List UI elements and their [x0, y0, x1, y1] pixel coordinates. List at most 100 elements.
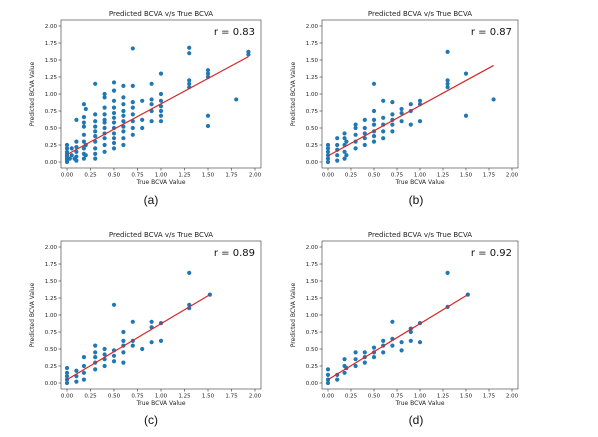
chart-title: Predicted BCVA v/s True BCVA [368, 10, 472, 18]
scatter-point [81, 102, 87, 107]
scatter-point [93, 367, 98, 372]
scatter-point [399, 106, 404, 112]
scatter-point [130, 83, 135, 88]
scatter-point [111, 88, 117, 93]
regression-line [327, 64, 494, 157]
chart-title: Predicted BCVA v/s True BCVA [109, 231, 213, 239]
scatter-point [102, 95, 107, 100]
correlation-annotation: r = 0.83 [214, 27, 255, 38]
scatter-point [205, 68, 211, 73]
scatter-point [64, 149, 70, 154]
x-axis-label: True BCVA Value [394, 400, 444, 407]
scatter-point [399, 340, 404, 345]
scatter-point [81, 377, 87, 382]
y-tick-label: 0.00 [306, 160, 319, 166]
correlation-annotation: r = 0.89 [214, 248, 255, 259]
scatter-point [121, 338, 126, 343]
y-tick-label: 1.50 [45, 58, 58, 64]
scatter-point [149, 319, 154, 324]
scatter-point [445, 78, 450, 83]
x-tick-label: 0.25 [84, 173, 97, 179]
scatter-point [381, 338, 386, 343]
scatter-point [205, 71, 211, 76]
scatter-point [187, 78, 192, 83]
y-tick-label: 0.25 [306, 143, 319, 149]
x-tick-label: 1.00 [155, 394, 168, 400]
scatter-point [149, 81, 154, 86]
scatter-point [335, 377, 340, 382]
scatter-point [83, 106, 88, 112]
scatter-point [234, 97, 239, 102]
scatter-point [93, 151, 98, 156]
scatter-point [111, 115, 117, 120]
y-tick-label: 0.50 [306, 126, 319, 132]
scatter-point [381, 136, 386, 141]
regression-line [66, 294, 211, 381]
scatter-point [381, 350, 386, 355]
scatter-point [111, 105, 117, 110]
scatter-point [390, 129, 395, 134]
scatter-point [335, 142, 340, 148]
panel-caption: (b) [409, 193, 424, 207]
scatter-point [81, 363, 87, 369]
scatter-point [445, 49, 450, 54]
y-tick-label: 0.75 [45, 109, 58, 115]
scatter-point [371, 122, 377, 127]
scatter-point [121, 350, 126, 355]
scatter-point [74, 158, 79, 163]
scatter-point [111, 140, 117, 146]
scatter-point [246, 49, 251, 54]
x-axis-label: True BCVA Value [135, 179, 185, 186]
scatter-point [325, 156, 331, 161]
scatter-point [74, 154, 79, 159]
scatter-point [81, 132, 87, 137]
scatter-point [325, 372, 331, 377]
y-tick-label: 1.25 [306, 296, 319, 302]
scatter-point [81, 124, 87, 129]
scatter-point [102, 117, 107, 122]
scatter-point [64, 142, 70, 148]
scatter-point [158, 104, 164, 109]
y-tick-label: 2.00 [45, 245, 58, 251]
x-tick-label: 1.75 [483, 394, 496, 400]
scatter-point [130, 319, 135, 324]
scatter-point [102, 91, 107, 97]
scatter-point [158, 91, 164, 97]
y-tick-label: 2.00 [306, 24, 319, 30]
x-tick-label: 1.00 [414, 394, 427, 400]
scatter-point [130, 105, 135, 110]
scatter-point [102, 142, 107, 148]
scatter-point [187, 81, 192, 86]
x-tick-label: 0.25 [345, 173, 358, 179]
scatter-point [74, 144, 79, 150]
x-tick-label: 1.50 [202, 173, 215, 179]
chart-panel-2: Predicted BCVA v/s True BCVA 0.00 0.25 0.50… [290, 10, 519, 207]
scatter-point [342, 370, 347, 375]
y-tick-label: 2.00 [45, 24, 58, 30]
regression-line [327, 294, 469, 381]
y-tick-label: 2.00 [306, 245, 319, 251]
chart-panel-1: Predicted BCVA v/s True BCVA 0.00 0.25 0.50… [29, 10, 262, 207]
scatter-point [325, 146, 331, 151]
y-tick-label: 1.25 [306, 75, 319, 81]
scatter-point [353, 146, 358, 151]
scatter-point [121, 329, 126, 335]
scatter-point [353, 357, 358, 362]
scatter-point [93, 343, 98, 348]
x-tick-label: 0.00 [61, 173, 74, 179]
scatter-point [121, 102, 126, 107]
x-tick-label: 0.75 [391, 394, 404, 400]
x-axis-label: True BCVA Value [135, 400, 185, 407]
x-tick-label: 2.00 [249, 394, 262, 400]
scatter-point [344, 153, 349, 158]
panel-caption: (c) [144, 413, 158, 427]
scatter-point [408, 102, 413, 107]
scatter-point [69, 153, 74, 158]
scatter-point [121, 142, 126, 148]
scatter-point [121, 360, 126, 365]
scatter-point [371, 108, 377, 114]
scatter-point [140, 346, 145, 352]
scatter-point [381, 129, 386, 134]
scatter-point [102, 112, 107, 117]
scatter-point [102, 105, 107, 110]
